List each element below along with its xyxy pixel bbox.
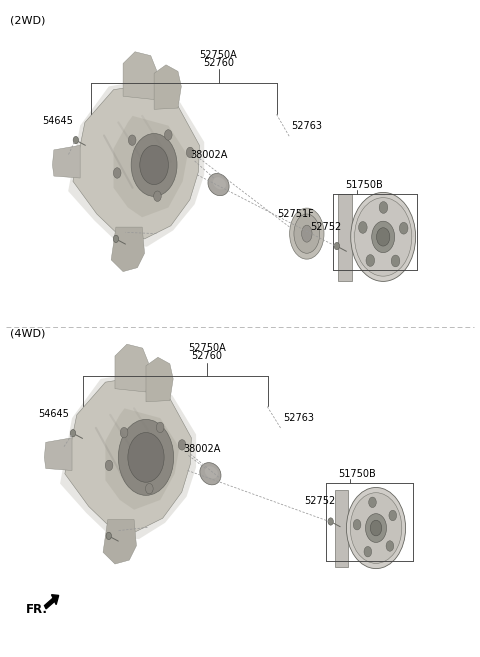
Circle shape (347, 487, 406, 568)
Polygon shape (114, 116, 188, 217)
Ellipse shape (208, 173, 229, 196)
Circle shape (145, 484, 153, 494)
Circle shape (106, 532, 111, 539)
Polygon shape (44, 438, 72, 470)
Polygon shape (65, 377, 192, 532)
Circle shape (113, 235, 119, 242)
Circle shape (359, 221, 367, 233)
Circle shape (353, 520, 361, 530)
Circle shape (140, 145, 168, 185)
Circle shape (376, 228, 390, 246)
Text: 54645: 54645 (38, 409, 70, 419)
Circle shape (154, 191, 161, 202)
Circle shape (118, 419, 174, 495)
FancyArrow shape (45, 595, 59, 609)
Polygon shape (146, 357, 173, 402)
Text: 52750A: 52750A (188, 344, 226, 353)
Polygon shape (154, 65, 181, 109)
Text: 52760: 52760 (203, 58, 234, 68)
Circle shape (365, 514, 386, 543)
Circle shape (120, 428, 128, 438)
Ellipse shape (289, 208, 324, 259)
Ellipse shape (200, 463, 221, 485)
Circle shape (350, 493, 402, 563)
Ellipse shape (294, 214, 320, 253)
Circle shape (364, 547, 372, 557)
Circle shape (372, 221, 395, 252)
Text: 52752: 52752 (311, 221, 342, 232)
Ellipse shape (213, 177, 226, 189)
Text: 52751F: 52751F (277, 208, 314, 219)
Circle shape (366, 255, 374, 266)
Text: 38002A: 38002A (190, 150, 227, 160)
Text: 38002A: 38002A (184, 444, 221, 454)
Circle shape (113, 168, 121, 178)
Ellipse shape (205, 466, 218, 478)
Circle shape (128, 135, 136, 145)
Polygon shape (52, 145, 80, 178)
Circle shape (128, 432, 164, 482)
Circle shape (391, 255, 400, 267)
Text: 52763: 52763 (283, 413, 314, 422)
Text: FR.: FR. (26, 603, 48, 616)
Circle shape (73, 137, 79, 144)
Circle shape (70, 430, 76, 437)
Circle shape (370, 520, 382, 536)
Polygon shape (73, 85, 199, 239)
Text: 52752: 52752 (304, 497, 336, 507)
Circle shape (399, 222, 408, 234)
Text: 52763: 52763 (291, 121, 323, 131)
Circle shape (131, 133, 177, 196)
Text: 52750A: 52750A (200, 51, 238, 60)
Circle shape (334, 242, 339, 250)
Circle shape (369, 497, 376, 508)
Polygon shape (123, 52, 156, 99)
Polygon shape (68, 80, 204, 247)
Polygon shape (103, 520, 136, 564)
Text: 54645: 54645 (42, 116, 73, 125)
Polygon shape (115, 344, 148, 392)
Text: 51750B: 51750B (345, 180, 383, 190)
Circle shape (186, 147, 194, 158)
Polygon shape (106, 408, 180, 510)
Text: (4WD): (4WD) (10, 328, 45, 338)
Circle shape (178, 440, 186, 450)
Circle shape (379, 202, 388, 214)
Text: 51750B: 51750B (338, 469, 375, 479)
Circle shape (165, 129, 172, 140)
Circle shape (156, 422, 164, 432)
Text: (2WD): (2WD) (10, 16, 45, 26)
Polygon shape (338, 194, 352, 281)
Circle shape (386, 541, 394, 551)
Circle shape (389, 510, 396, 521)
Circle shape (105, 460, 113, 470)
Text: 52760: 52760 (191, 351, 222, 361)
Polygon shape (336, 490, 348, 567)
Circle shape (351, 193, 416, 281)
Circle shape (355, 198, 412, 276)
Polygon shape (60, 373, 196, 539)
Polygon shape (111, 227, 144, 271)
Circle shape (328, 518, 333, 525)
Ellipse shape (301, 225, 312, 242)
